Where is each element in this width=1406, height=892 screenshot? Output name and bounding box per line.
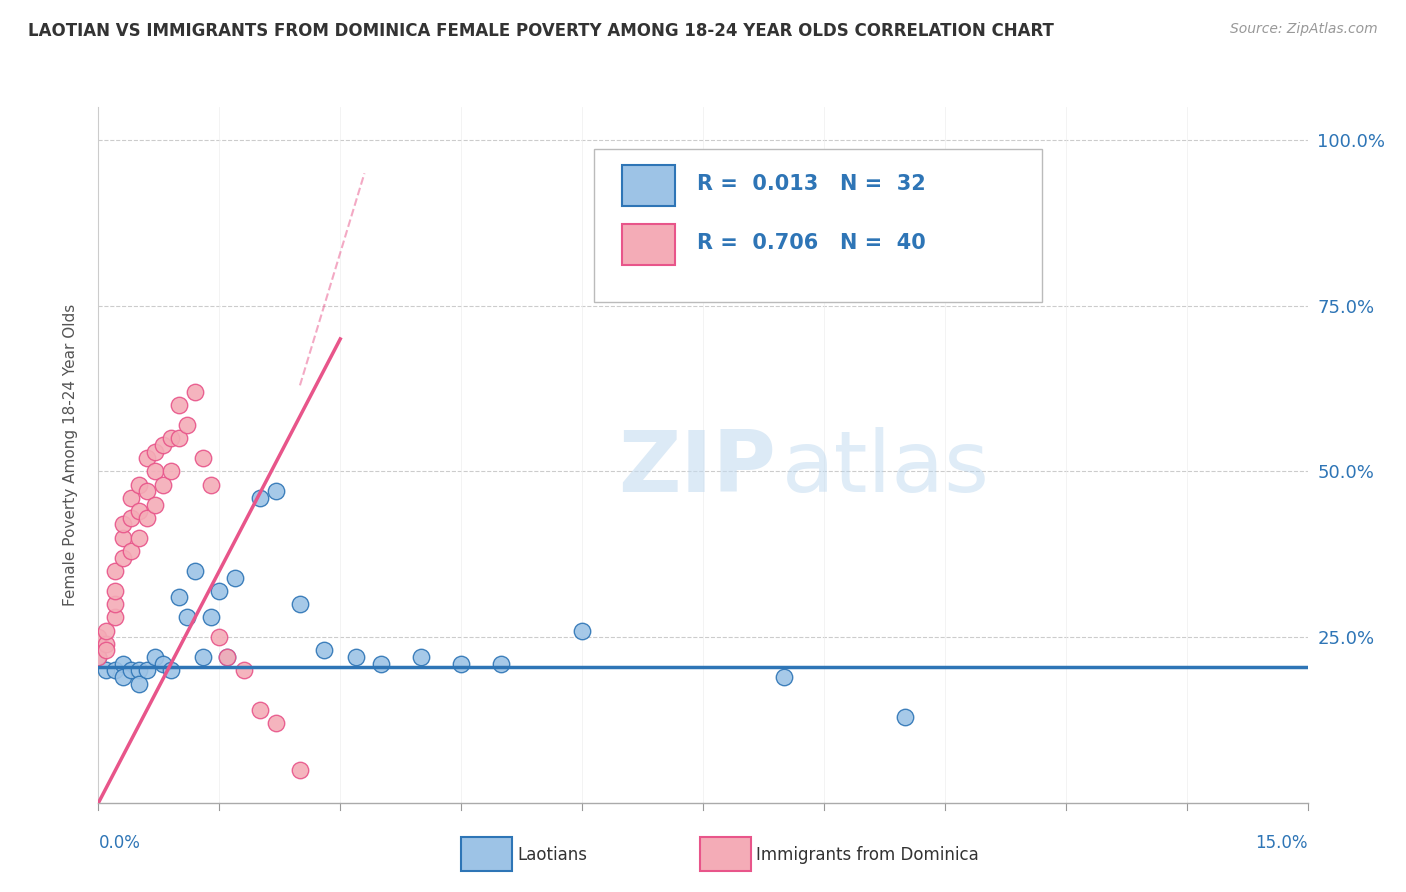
Point — [111, 657, 134, 671]
Point — [128, 663, 150, 677]
Point — [96, 643, 118, 657]
Text: Laotians: Laotians — [517, 846, 588, 863]
Point — [87, 650, 110, 665]
Point — [193, 451, 215, 466]
Point — [135, 484, 157, 499]
Point — [217, 650, 239, 665]
Point — [224, 570, 246, 584]
Point — [344, 650, 367, 665]
Point — [184, 564, 207, 578]
Point — [314, 643, 336, 657]
Point — [152, 477, 174, 491]
Text: Immigrants from Dominica: Immigrants from Dominica — [756, 846, 979, 863]
Y-axis label: Female Poverty Among 18-24 Year Olds: Female Poverty Among 18-24 Year Olds — [63, 304, 77, 606]
Point — [103, 610, 125, 624]
Text: 0.0%: 0.0% — [98, 834, 141, 852]
Point — [111, 550, 134, 565]
Point — [143, 498, 166, 512]
Point — [87, 650, 110, 665]
Point — [491, 657, 513, 671]
FancyBboxPatch shape — [621, 165, 675, 206]
Point — [111, 517, 134, 532]
Point — [120, 491, 142, 505]
Point — [143, 650, 166, 665]
Point — [232, 663, 254, 677]
Point — [96, 663, 118, 677]
Point — [772, 670, 794, 684]
Point — [96, 624, 118, 638]
Point — [409, 650, 432, 665]
Point — [160, 663, 183, 677]
Point — [288, 597, 311, 611]
Point — [160, 431, 183, 445]
Point — [128, 477, 150, 491]
Text: 15.0%: 15.0% — [1256, 834, 1308, 852]
Point — [167, 431, 190, 445]
Text: Source: ZipAtlas.com: Source: ZipAtlas.com — [1230, 22, 1378, 37]
Point — [120, 511, 142, 525]
Point — [103, 663, 125, 677]
Text: LAOTIAN VS IMMIGRANTS FROM DOMINICA FEMALE POVERTY AMONG 18-24 YEAR OLDS CORRELA: LAOTIAN VS IMMIGRANTS FROM DOMINICA FEMA… — [28, 22, 1054, 40]
Point — [217, 650, 239, 665]
Point — [120, 544, 142, 558]
Point — [128, 504, 150, 518]
Point — [152, 438, 174, 452]
Text: R =  0.013   N =  32: R = 0.013 N = 32 — [697, 174, 925, 194]
Text: ZIP: ZIP — [617, 427, 776, 510]
Point — [288, 763, 311, 777]
Point — [135, 451, 157, 466]
Point — [450, 657, 472, 671]
Point — [264, 484, 287, 499]
Point — [193, 650, 215, 665]
FancyBboxPatch shape — [621, 224, 675, 265]
Point — [167, 591, 190, 605]
Point — [135, 511, 157, 525]
Text: atlas: atlas — [782, 427, 990, 510]
Point — [111, 670, 134, 684]
Point — [152, 657, 174, 671]
Point — [143, 465, 166, 479]
Point — [370, 657, 392, 671]
Point — [96, 637, 118, 651]
Point — [120, 663, 142, 677]
Point — [135, 663, 157, 677]
Point — [160, 465, 183, 479]
Point — [249, 703, 271, 717]
Point — [893, 709, 915, 723]
Point — [143, 444, 166, 458]
Point — [111, 531, 134, 545]
FancyBboxPatch shape — [595, 149, 1042, 301]
Point — [184, 384, 207, 399]
Point — [249, 491, 271, 505]
Point — [128, 531, 150, 545]
Text: R =  0.706   N =  40: R = 0.706 N = 40 — [697, 233, 925, 252]
Point — [87, 630, 110, 644]
Point — [200, 610, 222, 624]
Point — [571, 624, 593, 638]
Point — [128, 676, 150, 690]
Point — [176, 418, 198, 433]
Point — [167, 398, 190, 412]
Point — [264, 716, 287, 731]
Point — [103, 597, 125, 611]
Point — [200, 477, 222, 491]
Point — [103, 564, 125, 578]
Point — [103, 583, 125, 598]
Point — [208, 583, 231, 598]
Point — [208, 630, 231, 644]
Point — [176, 610, 198, 624]
